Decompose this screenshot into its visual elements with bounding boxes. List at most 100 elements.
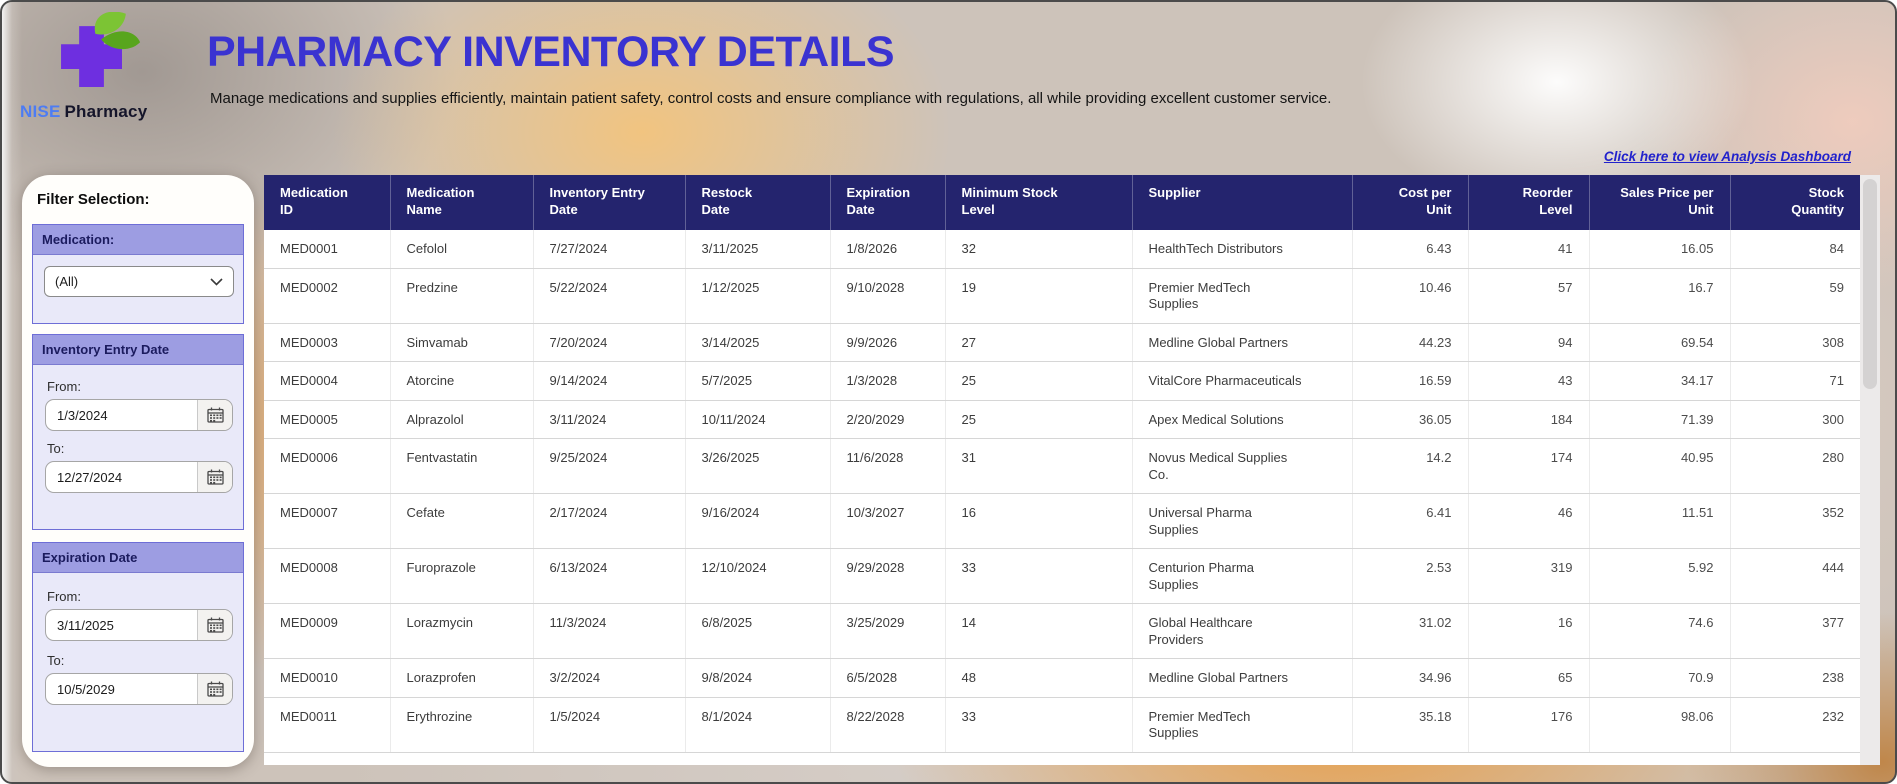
cell-stock_qty: 377 <box>1730 603 1860 659</box>
cell-name: Lorazprofen <box>390 658 534 698</box>
column-header-reorder_level[interactable]: Reorder Level <box>1468 175 1590 230</box>
inventory-entry-date-filter-section: Inventory Entry Date From: 1/3/2024 To: … <box>32 334 244 530</box>
brand-name-primary: NISE <box>20 102 61 121</box>
cell-sales_price: 98.06 <box>1589 697 1731 753</box>
brand-name: NISE Pharmacy <box>20 102 147 122</box>
cell-min_stock: 27 <box>945 323 1133 362</box>
table-scrollbar[interactable] <box>1860 175 1880 765</box>
cell-sales_price: 34.17 <box>1589 361 1731 401</box>
medication-select[interactable]: (All) <box>44 266 234 297</box>
calendar-icon[interactable] <box>197 610 232 640</box>
column-header-cost_per_unit[interactable]: Cost per Unit <box>1352 175 1469 230</box>
calendar-icon[interactable] <box>197 674 232 704</box>
table-row[interactable]: MED0010 Lorazprofen 3/2/2024 9/8/2024 6/5/20… <box>264 658 1860 698</box>
cell-supplier: Premier MedTech Supplies <box>1132 268 1353 324</box>
table-row[interactable]: MED0002 Predzine 5/22/2024 1/12/2025 9/10/20… <box>264 268 1860 324</box>
cell-name: Fentvastatin <box>390 438 534 494</box>
cell-name: Alprazolol <box>390 400 534 439</box>
cell-entry_date: 7/20/2024 <box>533 323 686 362</box>
cell-cost_per_unit: 6.43 <box>1352 230 1469 269</box>
filter-panel: Filter Selection: Medication: (All) Inve… <box>22 175 254 767</box>
column-header-supplier[interactable]: Supplier <box>1132 175 1353 230</box>
cell-sales_price: 16.7 <box>1589 268 1731 324</box>
column-header-stock_qty[interactable]: Stock Quantity <box>1730 175 1860 230</box>
cell-name: Furoprazole <box>390 548 534 604</box>
inventory-table: Medication ID Medication Name Inventory En… <box>264 175 1860 753</box>
logo-cross-and-leaves-icon <box>61 12 141 88</box>
cell-entry_date: 6/13/2024 <box>533 548 686 604</box>
cell-entry_date: 3/11/2024 <box>533 400 686 439</box>
cell-cost_per_unit: 36.05 <box>1352 400 1469 439</box>
cell-entry_date: 5/22/2024 <box>533 268 686 324</box>
inventory-from-value: 1/3/2024 <box>57 408 108 423</box>
cell-reorder_level: 43 <box>1468 361 1590 401</box>
table-row[interactable]: MED0008 Furoprazole 6/13/2024 12/10/2024 9/2… <box>264 548 1860 604</box>
cell-cost_per_unit: 35.18 <box>1352 697 1469 753</box>
column-header-restock_date[interactable]: Restock Date <box>685 175 831 230</box>
cell-min_stock: 33 <box>945 697 1133 753</box>
cell-min_stock: 16 <box>945 493 1133 549</box>
table-scrollbar-thumb[interactable] <box>1863 179 1877 389</box>
column-header-expiration_date[interactable]: Expiration Date <box>830 175 946 230</box>
inventory-from-label: From: <box>47 379 81 394</box>
cell-restock_date: 6/8/2025 <box>685 603 831 659</box>
cell-restock_date: 3/14/2025 <box>685 323 831 362</box>
inventory-to-input[interactable]: 12/27/2024 <box>45 461 233 493</box>
table-row[interactable]: MED0007 Cefate 2/17/2024 9/16/2024 10/3/2027… <box>264 493 1860 549</box>
cell-reorder_level: 94 <box>1468 323 1590 362</box>
table-row[interactable]: MED0006 Fentvastatin 9/25/2024 3/26/2025 11/… <box>264 438 1860 494</box>
cell-stock_qty: 300 <box>1730 400 1860 439</box>
cell-id: MED0003 <box>264 323 391 362</box>
cell-reorder_level: 174 <box>1468 438 1590 494</box>
calendar-icon[interactable] <box>197 462 232 492</box>
cell-id: MED0004 <box>264 361 391 401</box>
table-row[interactable]: MED0005 Alprazolol 3/11/2024 10/11/2024 2/20… <box>264 400 1860 439</box>
medication-filter-section: Medication: (All) <box>32 224 244 324</box>
table-row[interactable]: MED0011 Erythrozine 1/5/2024 8/1/2024 8/22/2… <box>264 697 1860 753</box>
column-header-sales_price[interactable]: Sales Price per Unit <box>1589 175 1731 230</box>
cell-restock_date: 8/1/2024 <box>685 697 831 753</box>
table-row[interactable]: MED0009 Lorazmycin 11/3/2024 6/8/2025 3/25/2… <box>264 603 1860 659</box>
cell-stock_qty: 280 <box>1730 438 1860 494</box>
cell-supplier: HealthTech Distributors <box>1132 230 1353 269</box>
expiration-to-input[interactable]: 10/5/2029 <box>45 673 233 705</box>
table-row[interactable]: MED0003 Simvamab 7/20/2024 3/14/2025 9/9/202… <box>264 323 1860 362</box>
cell-stock_qty: 238 <box>1730 658 1860 698</box>
cell-stock_qty: 71 <box>1730 361 1860 401</box>
cell-name: Cefolol <box>390 230 534 269</box>
expiration-from-input[interactable]: 3/11/2025 <box>45 609 233 641</box>
inventory-from-input[interactable]: 1/3/2024 <box>45 399 233 431</box>
cell-restock_date: 1/12/2025 <box>685 268 831 324</box>
cell-cost_per_unit: 6.41 <box>1352 493 1469 549</box>
cell-expiration_date: 3/25/2029 <box>830 603 946 659</box>
cell-min_stock: 14 <box>945 603 1133 659</box>
expiration-to-label: To: <box>47 653 65 668</box>
column-header-id[interactable]: Medication ID <box>264 175 391 230</box>
cell-expiration_date: 1/8/2026 <box>830 230 946 269</box>
expiration-from-label: From: <box>47 589 81 604</box>
cell-supplier: Global Healthcare Providers <box>1132 603 1353 659</box>
table-row[interactable]: MED0001 Cefolol 7/27/2024 3/11/2025 1/8/2026… <box>264 230 1860 269</box>
cell-min_stock: 33 <box>945 548 1133 604</box>
cell-stock_qty: 59 <box>1730 268 1860 324</box>
column-header-min_stock[interactable]: Minimum Stock Level <box>945 175 1133 230</box>
cell-supplier: Universal Pharma Supplies <box>1132 493 1353 549</box>
cell-id: MED0005 <box>264 400 391 439</box>
cell-stock_qty: 232 <box>1730 697 1860 753</box>
cell-restock_date: 9/16/2024 <box>685 493 831 549</box>
cell-entry_date: 3/2/2024 <box>533 658 686 698</box>
medication-selected-value: (All) <box>55 274 79 289</box>
cell-stock_qty: 84 <box>1730 230 1860 269</box>
cell-cost_per_unit: 2.53 <box>1352 548 1469 604</box>
pharmacy-logo: NISE Pharmacy <box>20 10 170 125</box>
column-header-entry_date[interactable]: Inventory Entry Date <box>533 175 686 230</box>
cell-restock_date: 3/11/2025 <box>685 230 831 269</box>
calendar-icon[interactable] <box>197 400 232 430</box>
cell-cost_per_unit: 10.46 <box>1352 268 1469 324</box>
table-row[interactable]: MED0004 Atorcine 9/14/2024 5/7/2025 1/3/2028… <box>264 361 1860 401</box>
column-header-name[interactable]: Medication Name <box>390 175 534 230</box>
cell-reorder_level: 57 <box>1468 268 1590 324</box>
cell-supplier: Medline Global Partners <box>1132 658 1353 698</box>
analysis-dashboard-link[interactable]: Click here to view Analysis Dashboard <box>1603 149 1851 164</box>
